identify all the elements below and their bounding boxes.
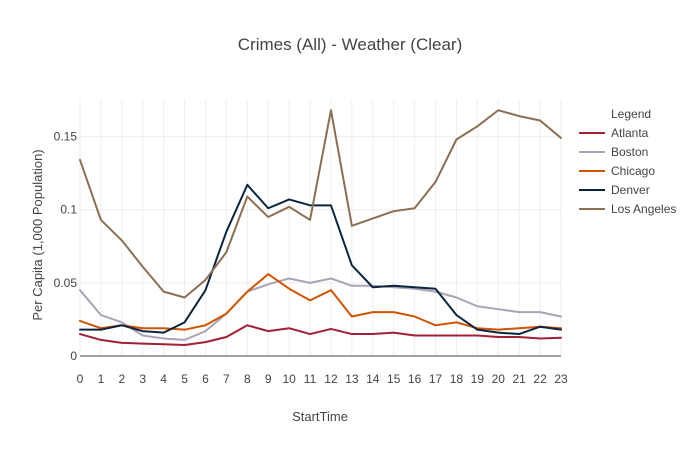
legend-item-chicago[interactable]: Chicago (579, 164, 655, 178)
x-tick-label: 7 (223, 372, 230, 386)
x-tick-label: 12 (324, 372, 338, 386)
legend-item-boston[interactable]: Boston (579, 145, 648, 159)
legend[interactable]: Legend Atlanta Boston Chicago Denver Los Ang… (579, 107, 676, 216)
legend-label: Denver (611, 183, 650, 197)
x-tick-label: 0 (77, 372, 84, 386)
x-tick-label: 21 (512, 372, 526, 386)
y-tick-label: 0 (70, 349, 77, 363)
x-tick-label: 16 (408, 372, 422, 386)
legend-title: Legend (611, 107, 651, 121)
x-tick-label: 23 (554, 372, 568, 386)
y-axis-title: Per Capita (1,000 Population) (30, 149, 45, 320)
x-tick-label: 17 (429, 372, 443, 386)
legend-label: Atlanta (611, 126, 649, 140)
series-line-denver[interactable] (79, 183, 562, 336)
x-tick-label: 9 (265, 372, 272, 386)
legend-item-atlanta[interactable]: Atlanta (579, 126, 649, 140)
y-tick-label: 0.1 (60, 203, 77, 217)
x-tick-label: 4 (160, 372, 167, 386)
legend-label: Chicago (611, 164, 655, 178)
x-tick-label: 18 (450, 372, 464, 386)
x-tick-label: 6 (202, 372, 209, 386)
x-tick-label: 10 (282, 372, 296, 386)
series-line-boston[interactable] (79, 277, 562, 341)
x-tick-label: 3 (139, 372, 146, 386)
x-tick-label: 20 (492, 372, 506, 386)
x-axis-title: StartTime (292, 409, 348, 424)
x-tick-label: 13 (345, 372, 359, 386)
series-line-los-angeles[interactable] (79, 109, 562, 299)
x-tick-label: 14 (366, 372, 380, 386)
legend-label: Los Angeles (611, 202, 676, 216)
series-line-atlanta[interactable] (79, 324, 562, 347)
x-tick-label: 8 (244, 372, 251, 386)
x-tick-label: 22 (533, 372, 547, 386)
legend-item-denver[interactable]: Denver (579, 183, 650, 197)
x-tick-label: 5 (181, 372, 188, 386)
y-tick-label: 0.05 (54, 276, 78, 290)
series-line-chicago[interactable] (79, 273, 562, 331)
x-tick-label: 19 (471, 372, 485, 386)
x-tick-label: 15 (387, 372, 401, 386)
chart-title: Crimes (All) - Weather (Clear) (238, 35, 463, 54)
x-tick-label: 11 (304, 372, 317, 386)
grid (79, 100, 562, 357)
x-tick-label: 2 (118, 372, 125, 386)
series-lines (79, 109, 562, 347)
legend-label: Boston (611, 145, 648, 159)
axes: 0 1 2 3 4 5 6 7 8 9 10 11 12 13 14 15 16 17 18 19 20 21 22 2300… (54, 130, 568, 386)
y-tick-label: 0.15 (54, 130, 78, 144)
x-tick-label: 1 (98, 372, 105, 386)
legend-item-los-angeles[interactable]: Los Angeles (579, 202, 676, 216)
